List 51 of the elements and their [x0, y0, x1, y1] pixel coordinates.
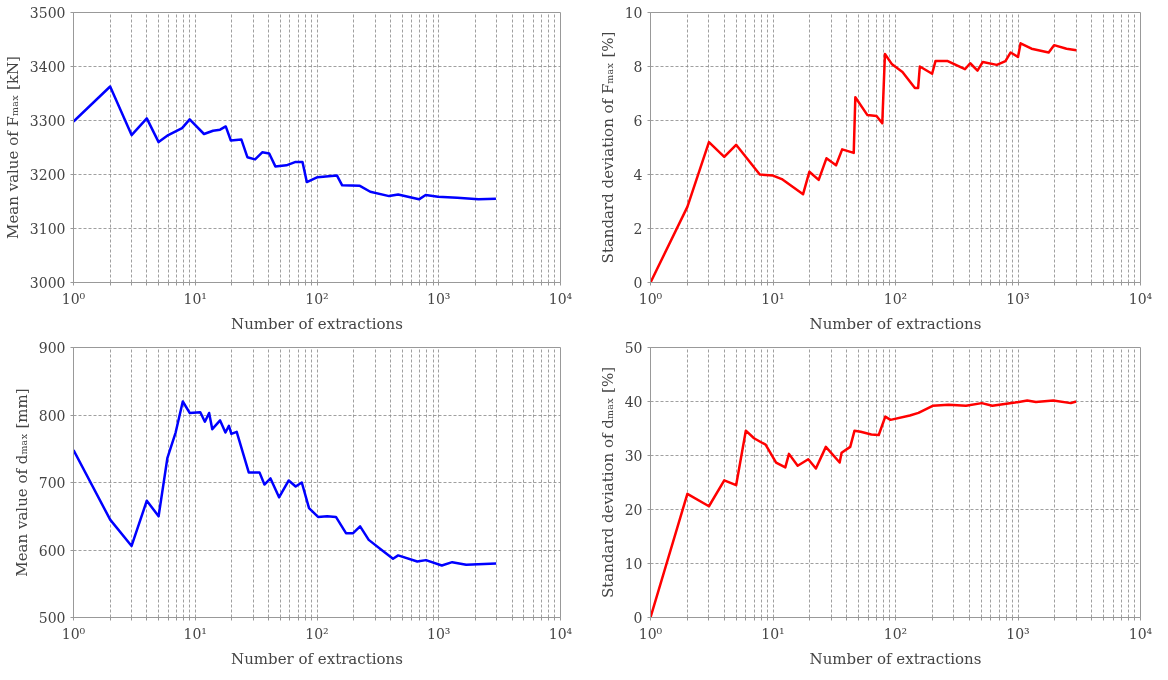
y-axis-title: Standard deviation of Fₘₐₓ [%]: [598, 31, 617, 264]
y-tick-label: 6: [633, 113, 643, 129]
x-tick-label: 10³: [427, 290, 451, 307]
x-tick-label: 10¹: [183, 290, 207, 307]
y-tick-label: 30: [624, 448, 643, 464]
x-axis-title: Number of extractions: [231, 314, 403, 333]
y-tick-label: 2: [633, 221, 643, 237]
x-tick-label: 10²: [305, 290, 329, 307]
x-tick-label: 10³: [1006, 290, 1030, 307]
y-tick-label: 3500: [29, 5, 66, 21]
x-tick-label: 10¹: [761, 625, 785, 642]
x-tick-label: 10²: [883, 625, 908, 642]
x-tick-label: 10⁰: [638, 290, 663, 307]
x-tick-label: 10³: [1006, 625, 1030, 642]
x-tick-label: 10¹: [761, 290, 785, 307]
y-tick-label: 0: [633, 275, 643, 291]
y-tick-label: 20: [624, 502, 643, 518]
y-tick-label: 40: [624, 394, 643, 410]
x-tick-label: 10¹: [183, 625, 207, 642]
x-tick-label: 10⁰: [61, 625, 86, 642]
y-tick-label: 700: [38, 475, 66, 491]
x-axis-title: Number of extractions: [231, 649, 403, 668]
y-tick-label: 10: [624, 556, 643, 572]
y-tick-label: 50: [624, 340, 643, 356]
y-tick-label: 600: [38, 542, 66, 559]
y-tick-label: 900: [38, 340, 66, 356]
y-tick-label: 0: [633, 610, 643, 626]
y-tick-label: 3300: [29, 113, 66, 129]
y-tick-label: 4: [633, 167, 643, 183]
y-axis-title: Mean value of Fₘₐₓ [kN]: [3, 56, 22, 239]
y-axis-title: Mean value of dₘₐₓ [mm]: [12, 388, 31, 577]
x-tick-label: 10⁰: [61, 290, 86, 307]
y-tick-label: 800: [38, 407, 66, 424]
x-tick-label: 10⁰: [638, 625, 663, 642]
y-tick-label: 8: [633, 59, 643, 75]
y-tick-label: 3000: [29, 275, 66, 291]
y-tick-label: 3100: [29, 221, 66, 237]
x-tick-label: 10³: [427, 625, 451, 642]
x-axis-title: Number of extractions: [809, 649, 982, 668]
x-axis-title: Number of extractions: [809, 314, 982, 333]
x-tick-label: 10²: [883, 290, 908, 307]
y-tick-label: 3200: [29, 167, 66, 183]
x-tick-label: 10²: [305, 625, 329, 642]
x-tick-label: 10⁴: [548, 290, 573, 307]
x-tick-label: 10⁴: [548, 625, 573, 642]
y-tick-label: 500: [38, 610, 66, 626]
y-axis-title: Standard deviation of dₘₐₓ [%]: [598, 367, 617, 598]
x-tick-label: 10⁴: [1128, 625, 1153, 642]
x-tick-label: 10⁴: [1128, 290, 1153, 307]
y-tick-label: 10: [624, 5, 643, 21]
y-tick-label: 3400: [29, 59, 66, 75]
